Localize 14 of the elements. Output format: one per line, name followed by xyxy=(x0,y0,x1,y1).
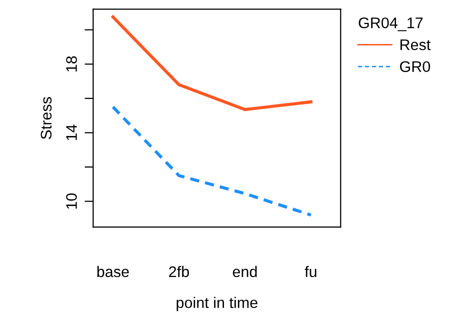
x-tick-label: 2fb xyxy=(169,266,189,278)
legend-title: GR04_17 xyxy=(358,17,423,32)
legend-label: Rest xyxy=(400,39,431,50)
line-series xyxy=(111,15,312,112)
y-axis-title: Stress xyxy=(40,97,52,140)
y-tick-label: 18 xyxy=(66,56,77,72)
y-tick-label: 10 xyxy=(66,193,77,209)
line-series xyxy=(111,105,312,217)
legend-label: GR0 xyxy=(400,61,430,72)
x-axis-title: point in time xyxy=(176,296,258,312)
x-tick-label: base xyxy=(97,266,129,278)
x-tick-label: fu xyxy=(304,266,316,278)
x-tick-label: end xyxy=(232,266,257,278)
y-tick-label: 14 xyxy=(66,124,77,140)
